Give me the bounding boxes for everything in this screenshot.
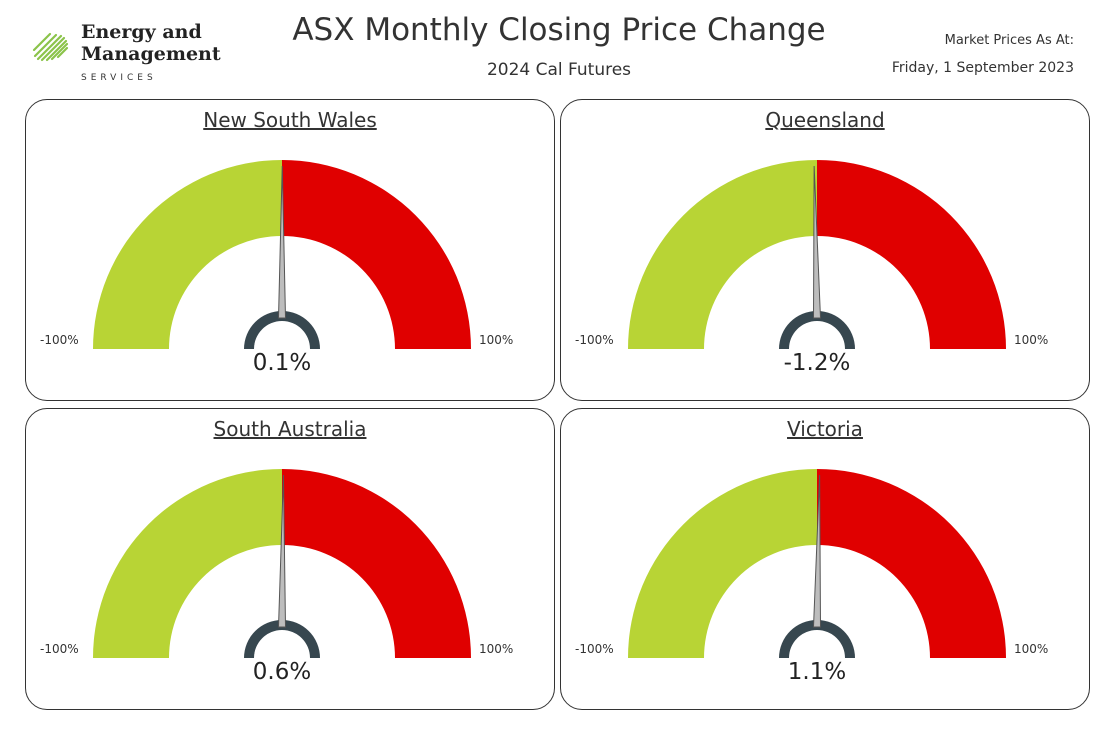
logo-line-1: Energy and: [81, 21, 202, 43]
gauge-chart-nsw: [93, 160, 471, 349]
gauge-title: New South Wales: [203, 108, 377, 132]
gauge-needle: [277, 165, 287, 319]
gauge-min-label: -100%: [40, 642, 79, 656]
gauge-chart-sa: [93, 469, 471, 658]
gauge-positive-segment: [282, 469, 471, 658]
gauge-panel-qld: Queensland -100% 100% -1.2%: [560, 99, 1090, 401]
gauge-positive-segment: [817, 469, 1006, 658]
gauge-min-label: -100%: [575, 333, 614, 347]
gauge-title: Queensland: [765, 108, 885, 132]
gauge-needle: [812, 475, 822, 628]
gauge-panel-nsw: New South Wales -100% 100% 0.1%: [25, 99, 555, 401]
gauge-negative-segment: [93, 469, 282, 658]
gauge-positive-segment: [817, 160, 1006, 349]
page-title: ASX Monthly Closing Price Change: [292, 12, 826, 48]
gauge-hub: [244, 620, 320, 658]
logo-line-2: Management: [81, 43, 221, 65]
gauge-max-label: 100%: [1014, 642, 1049, 656]
gauge-chart-vic: [628, 469, 1006, 658]
gauge-max-label: 100%: [479, 642, 514, 656]
gauge-negative-segment: [93, 160, 282, 349]
gauge-hub: [779, 620, 855, 658]
gauge-title: South Australia: [213, 417, 367, 441]
gauge-negative-segment: [628, 469, 817, 658]
gauge-hub: [244, 311, 320, 349]
gauge-value-label: 1.1%: [787, 659, 847, 685]
gauge-needle: [277, 474, 287, 628]
gauge-max-label: 100%: [479, 333, 514, 347]
gauge-value-label: 0.1%: [252, 350, 312, 376]
gauge-value-label: -1.2%: [783, 350, 851, 376]
gauge-chart-qld: [628, 160, 1006, 349]
leaf-stripes-icon: [32, 32, 69, 62]
gauge-hub: [779, 311, 855, 349]
gauge-panel-sa: South Australia -100% 100% 0.6%: [25, 408, 555, 710]
gauge-max-label: 100%: [1014, 333, 1049, 347]
gauge-panel-vic: Victoria -100% 100% 1.1%: [560, 408, 1090, 710]
gauge-min-label: -100%: [40, 333, 79, 347]
gauge-negative-segment: [628, 160, 817, 349]
gauge-positive-segment: [282, 160, 471, 349]
gauge-title: Victoria: [787, 417, 863, 441]
page-subtitle: 2024 Cal Futures: [486, 60, 632, 80]
market-prices-label: Market Prices As At:: [944, 33, 1074, 48]
gauge-min-label: -100%: [575, 642, 614, 656]
company-logo: Energy and Management SERVICES: [30, 20, 250, 90]
gauge-needle: [812, 166, 822, 319]
gauge-value-label: 0.6%: [252, 659, 312, 685]
market-prices-date: Friday, 1 September 2023: [891, 60, 1074, 76]
logo-line-3: SERVICES: [81, 73, 157, 83]
